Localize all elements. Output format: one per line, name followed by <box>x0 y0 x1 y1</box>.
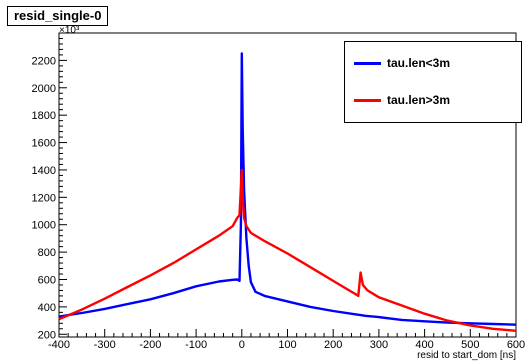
y-tick-label: 800 <box>38 247 56 259</box>
y-tick-label: 1800 <box>32 110 56 122</box>
legend-label-long: tau.len>3m <box>387 93 451 107</box>
y-tick-label: 2000 <box>32 83 56 95</box>
x-tick-label: 400 <box>415 339 433 351</box>
y-tick-label: 600 <box>38 274 56 286</box>
y-tick-label: 1600 <box>32 138 56 150</box>
y-tick-label: 2200 <box>32 55 56 67</box>
x-tick-label: 500 <box>461 339 479 351</box>
legend: tau.len<3m tau.len>3m <box>344 41 522 123</box>
x-tick-label: 100 <box>278 339 296 351</box>
legend-swatch-short <box>354 62 381 65</box>
chart-title: resid_single-0 <box>7 6 109 26</box>
x-axis-label: resid to start_dom [ns] <box>417 350 516 361</box>
y-tick-label: 1400 <box>32 165 56 177</box>
x-tick-label: -300 <box>94 339 116 351</box>
x-tick-label: -100 <box>185 339 207 351</box>
x-tick-label: -200 <box>139 339 161 351</box>
series-line-1 <box>58 168 517 332</box>
y-multiplier: ×10³ <box>59 25 80 36</box>
legend-item-long: tau.len>3m <box>345 90 521 110</box>
axes: 2004006008001000120014001600180020002200… <box>32 32 525 351</box>
y-tick-label: 200 <box>38 329 56 341</box>
x-tick-label: -400 <box>48 339 70 351</box>
y-tick-label: 400 <box>38 302 56 314</box>
x-tick-label: 200 <box>324 339 342 351</box>
series-group <box>58 52 517 332</box>
x-tick-label: 600 <box>507 339 525 351</box>
legend-label-short: tau.len<3m <box>387 56 451 70</box>
x-tick-label: 300 <box>370 339 388 351</box>
series-line-0 <box>58 52 517 326</box>
legend-item-short: tau.len<3m <box>345 53 521 73</box>
x-tick-label: 0 <box>239 339 245 351</box>
legend-swatch-long <box>354 99 381 102</box>
y-tick-label: 1200 <box>32 192 56 204</box>
y-tick-label: 1000 <box>32 220 56 232</box>
